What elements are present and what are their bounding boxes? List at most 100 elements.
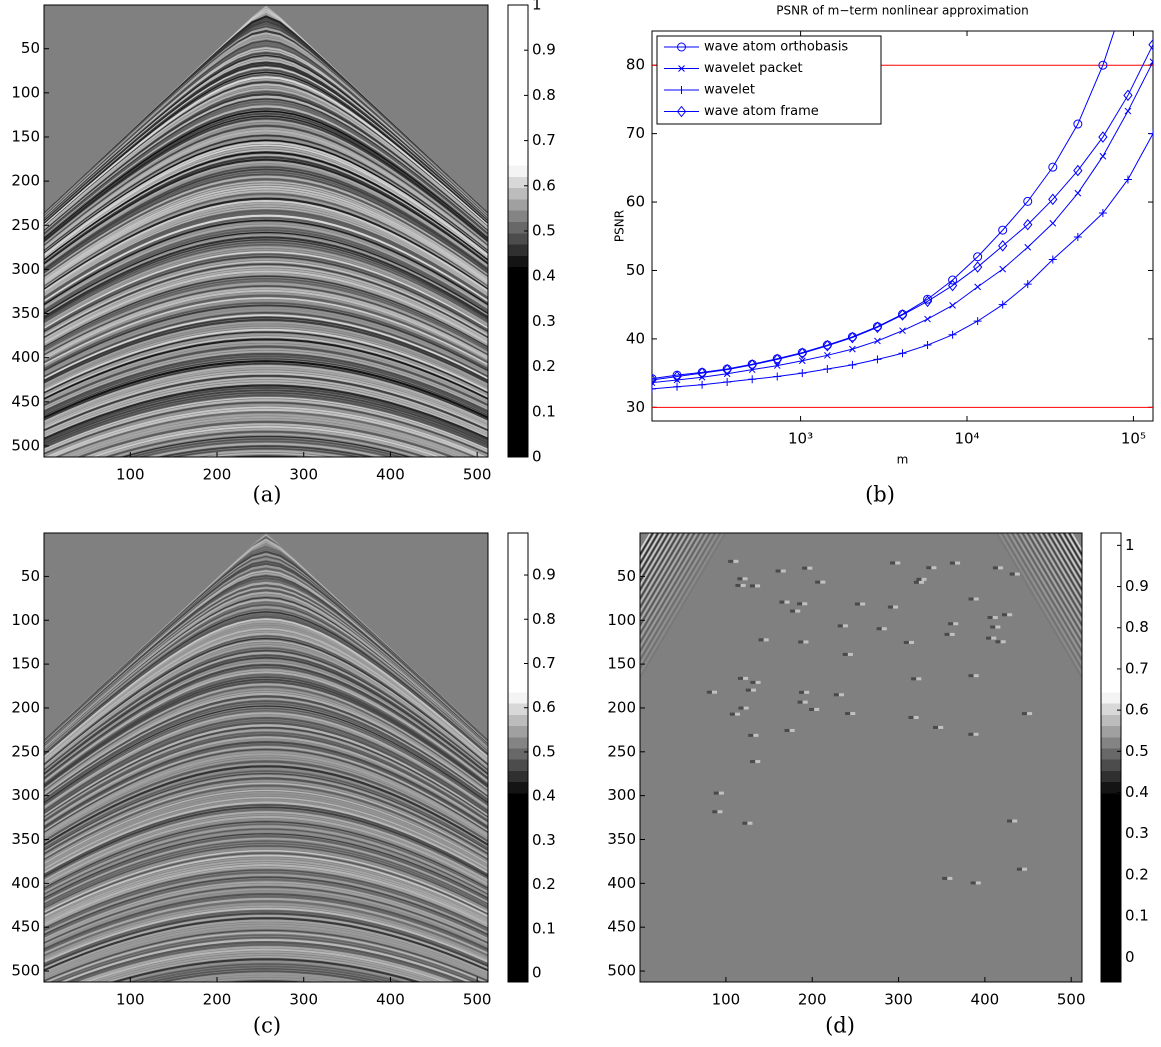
texture-blob [913, 715, 919, 719]
texture-stripe [44, 924, 488, 978]
texture-stripe [640, 533, 688, 613]
texture-stripe [44, 659, 488, 777]
texture-stripe [44, 137, 488, 253]
texture-stripe [44, 253, 488, 331]
texture-stripe [44, 236, 488, 318]
texture-stripe [44, 71, 488, 225]
data-point [974, 283, 982, 291]
texture-blob [973, 674, 979, 678]
y-tick-label: 50 [21, 567, 40, 585]
texture-stripe [222, 980, 310, 982]
x-tick-label: 100 [712, 991, 741, 1009]
colorbar-tick-label: 0.4 [1125, 783, 1149, 801]
texture-blob [1000, 640, 1006, 644]
texture-stripe [44, 743, 488, 830]
legend-label: wave atom frame [704, 104, 819, 119]
texture-stripe [44, 726, 488, 818]
texture-stripe [44, 299, 488, 368]
texture-stripe [44, 857, 488, 919]
texture-stripe [44, 124, 488, 247]
texture-stripe [44, 309, 488, 376]
colorbar-tick-label: 0.5 [532, 742, 556, 760]
y-tick-label: 50 [626, 261, 645, 279]
texture-stripe [44, 833, 488, 899]
texture-stripe [44, 647, 488, 771]
texture-stripe [44, 292, 488, 362]
texture-stripe [44, 914, 488, 969]
texture-stripe [44, 746, 488, 832]
data-point [973, 261, 983, 273]
texture-stripe [44, 229, 488, 313]
texture-stripe [44, 598, 488, 752]
x-tick-label: 200 [203, 991, 232, 1009]
texture-stripe [200, 977, 332, 982]
texture-stripe [112, 433, 420, 457]
texture-stripe [44, 671, 488, 784]
texture-stripe [44, 321, 488, 386]
texture-stripe [44, 736, 488, 825]
y-tick-label: 150 [11, 127, 40, 145]
texture-stripe [136, 965, 396, 982]
texture-blob [1007, 819, 1013, 823]
texture-stripe [44, 187, 488, 284]
data-point [697, 367, 707, 379]
texture-stripe [44, 738, 488, 827]
texture-blob [733, 559, 739, 563]
texture-stripe [44, 270, 488, 345]
colorbar-tick-label: 0.1 [532, 402, 556, 420]
texture-stripe [44, 324, 488, 388]
data-point [673, 376, 681, 384]
texture-stripe [640, 533, 724, 674]
texture-blob [948, 622, 954, 626]
texture-stripe [44, 141, 488, 256]
texture-stripe [44, 661, 488, 778]
texture-stripe [44, 127, 488, 248]
texture-blob [975, 881, 981, 885]
texture-stripe [44, 372, 488, 430]
texture-stripe [44, 893, 488, 951]
texture-stripe [44, 890, 488, 949]
texture-stripe [44, 227, 488, 311]
texture-stripe [44, 348, 488, 408]
y-tick-label: 450 [11, 918, 40, 936]
data-point [722, 363, 732, 376]
texture-stripe [44, 149, 488, 260]
texture-stripe [44, 110, 488, 240]
texture-blob [992, 566, 998, 570]
texture-stripe [44, 146, 488, 259]
texture-stripe [44, 859, 488, 922]
colorbar-tick-label: 0.2 [532, 357, 556, 375]
colorbar [1100, 532, 1122, 983]
texture-stripe [44, 328, 488, 392]
texture-stripe [1070, 533, 1082, 551]
texture-stripe [44, 331, 488, 394]
texture-stripe [44, 635, 488, 765]
texture-stripe [44, 175, 488, 276]
texture-stripe [44, 217, 488, 304]
texture-stripe [44, 637, 488, 766]
texture-blob [895, 561, 901, 565]
texture-stripe [44, 642, 488, 769]
texture-stripe [640, 533, 711, 652]
texture-stripe [44, 343, 488, 404]
texture-blob [903, 640, 909, 644]
y-tick-label: 250 [607, 742, 636, 760]
texture-stripe [44, 774, 488, 853]
colorbar-tick-label: 0 [1125, 948, 1135, 966]
texture-stripe [44, 842, 488, 907]
texture-blob [750, 680, 756, 684]
texture-blob [798, 640, 804, 644]
texture-stripe [44, 847, 488, 912]
texture-stripe [44, 219, 488, 306]
legend-label: wave atom orthobasis [704, 40, 848, 55]
colorbar-tick-label: 1 [532, 0, 542, 14]
colorbar-tick-label: 0.8 [1125, 618, 1149, 636]
y-tick-label: 70 [626, 124, 645, 142]
x-tick-label: 10³ [788, 430, 813, 448]
texture-stripe [44, 314, 488, 380]
texture-stripe [44, 129, 488, 250]
texture-stripe [44, 209, 488, 299]
y-tick-label: 400 [607, 874, 636, 892]
texture-blob [1027, 712, 1033, 716]
texture-blob [735, 583, 741, 587]
